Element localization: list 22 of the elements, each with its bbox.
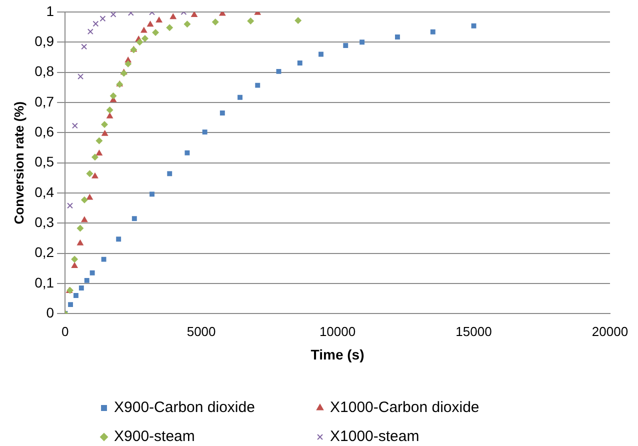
x-tick-label: 15000 — [456, 324, 492, 339]
y-tick-label: 0,6 — [34, 124, 54, 140]
y-tick-label: 0,4 — [34, 184, 54, 200]
x-tick-label: 0 — [61, 324, 69, 339]
x-axis-title: Time (s) — [310, 346, 364, 362]
y-tick-label: 0,9 — [34, 33, 54, 50]
legend-label: X900-Carbon dioxide — [114, 399, 255, 416]
x-tick-label: 5000 — [186, 324, 216, 339]
x-tick-label: 20000 — [592, 324, 628, 339]
legend-label: X900-steam — [114, 428, 195, 446]
y-tick-label: 0,3 — [34, 214, 54, 230]
legend-label: X1000-Carbon dioxide — [330, 399, 480, 416]
y-tick-label: 0 — [46, 304, 54, 320]
y-tick-label: 1 — [46, 2, 54, 19]
y-tick-label: 0,5 — [34, 154, 54, 170]
y-tick-label: 0,1 — [34, 274, 54, 290]
y-tick-label: 0,7 — [34, 93, 54, 110]
y-tick-label: 0,8 — [34, 63, 54, 80]
x-tick-label: 10000 — [319, 324, 356, 339]
legend-label: X1000-steam — [330, 428, 420, 446]
y-axis-title: Conversion rate (%) — [11, 101, 26, 224]
y-tick-label: 0,2 — [34, 244, 54, 260]
